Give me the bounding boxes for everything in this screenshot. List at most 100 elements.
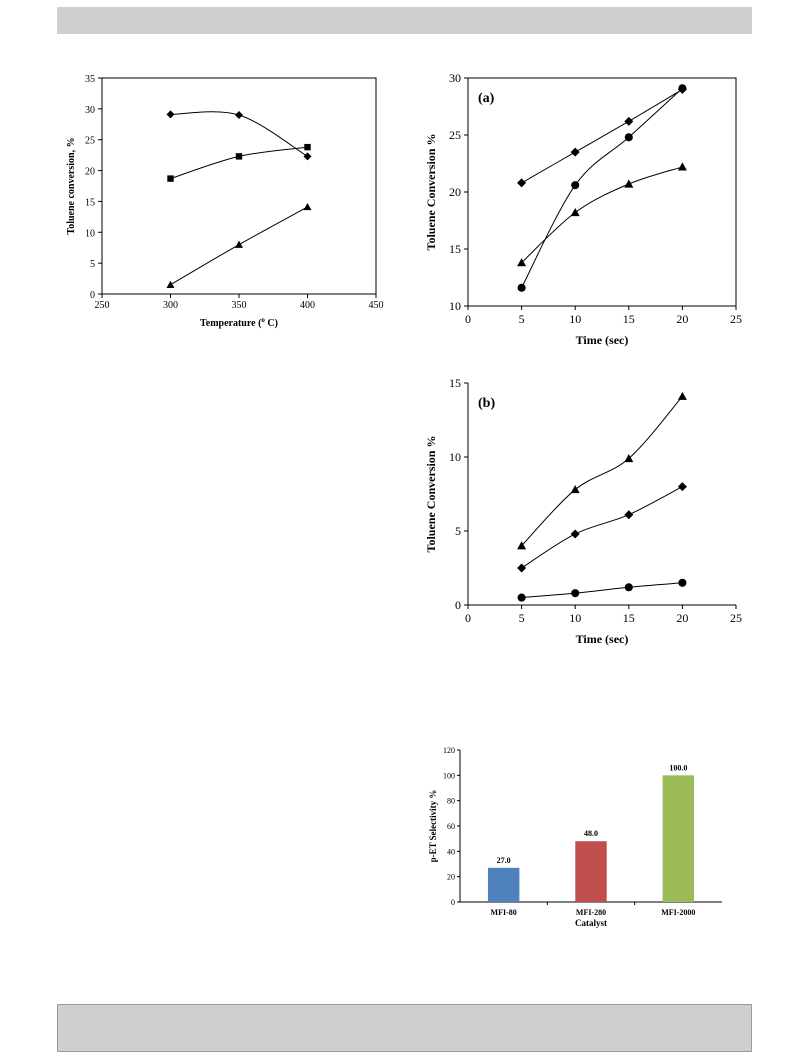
data-point (678, 84, 687, 93)
y-axis-title: p-ET Selectivity % (428, 790, 438, 863)
y-tick-label: 25 (449, 128, 461, 142)
y-tick-label: 20 (447, 873, 455, 882)
data-point (677, 162, 687, 171)
data-point (235, 240, 243, 248)
header-band (57, 7, 752, 34)
y-tick-label: 10 (449, 450, 461, 464)
data-point (304, 143, 311, 151)
x-tick-label: 5 (519, 611, 525, 625)
y-tick-label: 80 (447, 797, 455, 806)
data-point (517, 541, 527, 550)
category-label: MFI-80 (491, 908, 517, 917)
data-point (517, 563, 527, 573)
data-point (624, 510, 634, 520)
category-label: MFI-280 (576, 908, 606, 917)
data-point (624, 583, 633, 592)
y-tick-label: 10 (85, 228, 95, 239)
data-point (571, 181, 580, 190)
y-tick-label: 5 (455, 524, 461, 538)
y-tick-label: 30 (449, 71, 461, 85)
chart-panel-a: 10 15 20 25 30 0 5 10 15 20 25 Time (sec) Toluene Co… (424, 71, 742, 347)
data-point (517, 178, 527, 188)
chart-temperature: 0 5 10 15 20 25 30 35 250 300 350 400 450 Temperature… (66, 74, 384, 329)
bar (662, 775, 695, 902)
data-point (570, 147, 580, 157)
y-tick-label: 35 (85, 74, 95, 85)
series-line (521, 395, 683, 547)
data-point (166, 110, 175, 119)
x-tick-label: 5 (519, 312, 525, 326)
y-axis-title: Toluene Conversion % (424, 134, 438, 251)
data-point (166, 280, 175, 288)
x-tick-label: 15 (623, 312, 635, 326)
x-axis-title: Time (sec) (576, 632, 629, 646)
x-tick-label: 450 (369, 300, 384, 311)
y-tick-label: 5 (90, 259, 95, 270)
y-tick-label: 120 (443, 746, 455, 755)
y-tick-label: 0 (90, 290, 95, 301)
x-tick-label: 250 (95, 300, 110, 311)
data-point (571, 589, 580, 598)
y-tick-label: 15 (449, 376, 461, 390)
data-point (167, 175, 174, 182)
bar (575, 841, 607, 902)
y-tick-label: 30 (85, 105, 95, 116)
series-line (521, 486, 683, 569)
chart-selectivity: 0 20 40 60 80 100 120 27.0 MFI-80 48.0 MFI-280 100.… (428, 746, 722, 928)
y-tick-label: 15 (449, 242, 461, 256)
series-line (521, 166, 683, 264)
footer-band (57, 1004, 752, 1052)
x-tick-label: 300 (163, 300, 178, 311)
data-point (235, 153, 243, 160)
x-tick-label: 350 (232, 300, 247, 311)
x-tick-label: 15 (623, 611, 635, 625)
y-tick-label: 60 (447, 822, 455, 831)
series-line (521, 88, 683, 184)
x-tick-label: 0 (465, 611, 471, 625)
x-tick-label: 20 (676, 611, 688, 625)
y-tick-label: 10 (449, 299, 461, 313)
data-point (624, 133, 633, 142)
bar-value-label: 48.0 (584, 829, 598, 838)
series-line (521, 87, 683, 288)
y-tick-label: 20 (449, 185, 461, 199)
x-tick-label: 20 (676, 312, 688, 326)
x-tick-label: 10 (569, 611, 581, 625)
plot-frame (467, 77, 737, 307)
y-tick-label: 20 (85, 167, 95, 178)
data-point (570, 485, 580, 494)
data-point (570, 208, 580, 217)
x-tick-label: 0 (465, 312, 471, 326)
y-tick-label: 0 (451, 898, 455, 907)
data-point (624, 116, 634, 126)
data-point (677, 482, 687, 492)
chart-panel-b: 0 5 10 15 0 5 10 15 20 25 Time (sec) Toluene Conver… (424, 376, 742, 646)
y-tick-label: 100 (443, 771, 455, 780)
x-axis-title: Catalyst (575, 918, 607, 928)
x-tick-label: 25 (730, 312, 742, 326)
panel-label: (a) (478, 91, 495, 106)
data-point (677, 391, 687, 400)
x-axis-title: Temperature (o C) (200, 316, 278, 329)
panel-label: (b) (478, 396, 495, 411)
x-tick-label: 25 (730, 611, 742, 625)
y-tick-label: 0 (455, 598, 461, 612)
bar-value-label: 27.0 (497, 856, 511, 865)
x-axis-title: Time (sec) (576, 333, 629, 347)
data-point (678, 578, 687, 587)
data-point (235, 111, 243, 120)
data-point (303, 152, 312, 161)
y-tick-label: 40 (447, 847, 455, 856)
series-line (521, 582, 683, 599)
data-point (303, 202, 312, 211)
data-point (517, 283, 526, 292)
category-label: MFI-2000 (661, 908, 695, 917)
x-tick-label: 10 (569, 312, 581, 326)
plot-frame (101, 77, 377, 295)
y-axis-title: Toluene conversion, % (66, 137, 77, 234)
y-tick-label: 25 (85, 136, 95, 147)
x-tick-label: 400 (300, 300, 315, 311)
y-tick-label: 15 (85, 197, 95, 208)
data-point (624, 453, 634, 463)
data-point (517, 258, 527, 267)
